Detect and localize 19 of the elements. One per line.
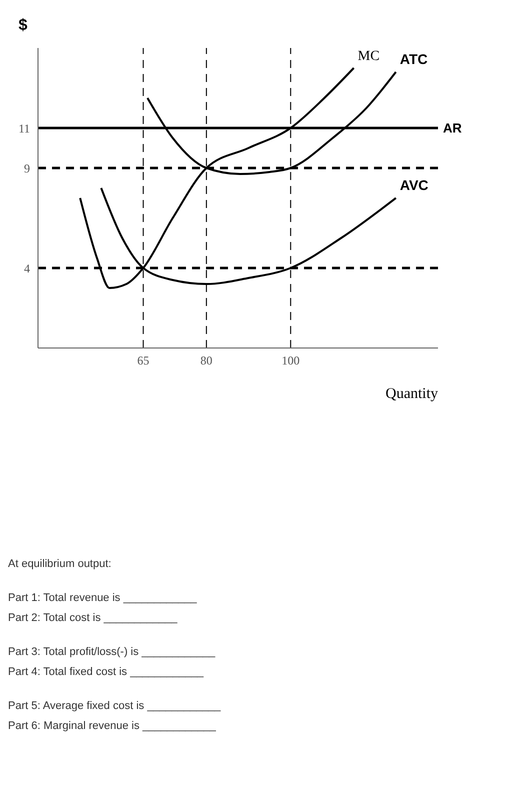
y-axis-title: $ <box>18 17 28 34</box>
y-tick-label: 9 <box>24 161 30 176</box>
text: Part 4: Total fixed cost is ____________ <box>8 666 205 678</box>
x-axis-title: Quantity <box>386 386 438 402</box>
ref-line-label: AR <box>443 120 462 136</box>
y-tick-label: 11 <box>18 121 30 136</box>
series-label: ATC <box>400 51 428 67</box>
text: Part 6: Marginal revenue is ____________ <box>8 720 217 732</box>
x-tick-label: 80 <box>200 354 212 368</box>
y-tick-label: 4 <box>24 261 30 276</box>
x-tick-label: 100 <box>282 354 300 368</box>
series-label: MC <box>358 49 380 64</box>
x-tick-label: 65 <box>137 354 150 368</box>
text: Part 2: Total cost is ____________ <box>8 612 178 624</box>
series-label: AVC <box>400 177 428 193</box>
text: At equilibrium output: <box>8 558 112 570</box>
text: Part 1: Total revenue is ____________ <box>8 592 198 604</box>
text: Part 5: Average fixed cost is ____________ <box>8 700 222 712</box>
text: Part 3: Total profit/loss(-) is ____________ <box>8 646 216 658</box>
